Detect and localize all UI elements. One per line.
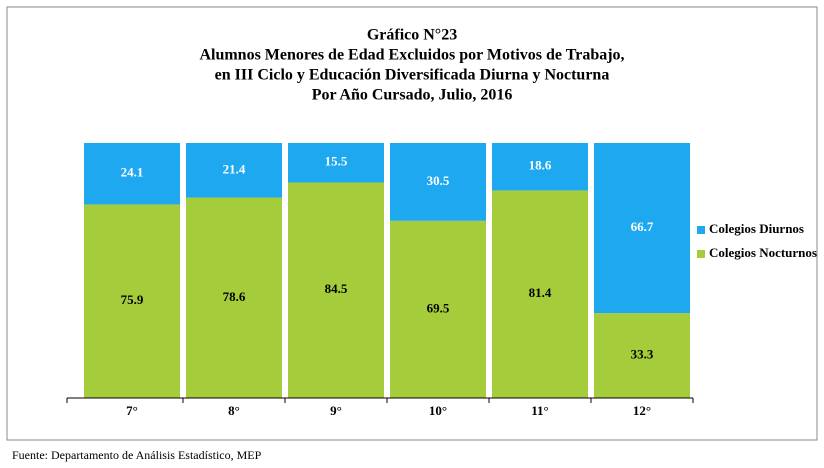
bar-segment [594,313,690,398]
bar-segment [186,197,282,398]
x-tick-label: 9° [330,403,342,418]
value-label: 78.6 [223,289,246,304]
value-label: 69.5 [427,300,450,315]
bar-segment [390,143,486,221]
value-label: 81.4 [529,285,552,300]
bar-segment [492,190,588,398]
legend-swatch [697,226,705,234]
bar-segment [186,143,282,198]
chart-title: Gráfico N°23 [367,27,457,44]
chart-title: en III Ciclo y Educación Diversificada D… [215,67,610,84]
source-note: Fuente: Departamento de Análisis Estadís… [12,448,262,462]
legend-swatch [697,250,705,258]
bar-segment [594,143,690,314]
value-label: 84.5 [325,281,348,296]
x-tick-label: 10° [429,403,447,418]
x-tick-label: 8° [228,403,240,418]
x-tick-label: 11° [531,403,548,418]
legend-label: Colegios Nocturnos [709,245,817,260]
bar-segment [492,143,588,191]
bar-segment [84,204,180,398]
value-label: 15.5 [325,154,348,169]
value-label: 21.4 [223,161,246,176]
bar-segment [288,143,384,183]
x-tick-label: 12° [633,403,651,418]
x-tick-label: 7° [126,403,138,418]
chart-title: Alumnos Menores de Edad Excluidos por Mo… [199,47,624,64]
bar-segment [288,182,384,398]
value-label: 30.5 [427,173,450,188]
bar-segment [390,220,486,398]
value-label: 75.9 [121,292,144,307]
value-label: 33.3 [631,347,654,362]
legend-label: Colegios Diurnos [709,221,804,236]
value-label: 18.6 [529,158,552,173]
bar-segment [84,143,180,205]
value-label: 24.1 [121,165,144,180]
chart-title: Por Año Cursado, Julio, 2016 [312,87,513,104]
value-label: 66.7 [631,219,654,234]
